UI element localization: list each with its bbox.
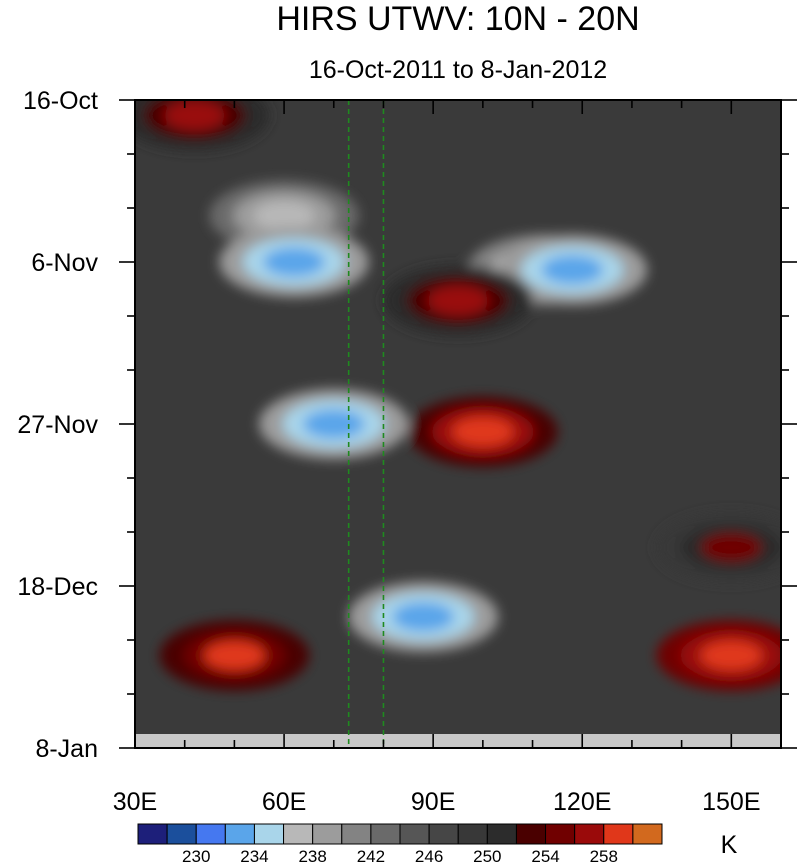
x-tick-label: 90E — [411, 788, 455, 816]
heatmap-region — [452, 417, 514, 447]
colorbar-swatch — [486, 823, 517, 845]
colorbar-swatch — [574, 823, 605, 845]
colorbar-swatch — [224, 823, 255, 845]
colorbar-label: 246 — [415, 847, 443, 863]
colorbar-swatch — [137, 823, 168, 845]
heatmap-region — [700, 641, 762, 670]
colorbar-swatch — [399, 823, 430, 845]
colorbar-swatch — [166, 823, 197, 845]
colorbar-label: 238 — [298, 847, 326, 863]
colorbar-swatch — [370, 823, 401, 845]
heatmap-region — [203, 641, 265, 670]
chart-subtitle: 16-Oct-2011 to 8-Jan-2012 — [309, 56, 607, 84]
colorbar-swatch — [603, 823, 634, 845]
heatmap-region — [253, 201, 315, 231]
heatmap-region — [700, 533, 762, 562]
x-tick-label: 120E — [553, 788, 611, 816]
x-tick-label: 30E — [113, 788, 157, 816]
colorbar-unit: K — [721, 831, 738, 859]
heatmap-region — [303, 409, 365, 439]
y-tick-label: 8-Jan — [35, 735, 98, 763]
colorbar-swatch — [457, 823, 488, 845]
colorbar-swatch — [341, 823, 372, 845]
heatmap-region — [392, 602, 454, 632]
heatmap-region — [164, 101, 226, 130]
heatmap-region — [427, 286, 489, 315]
colorbar-swatch — [632, 823, 663, 845]
colorbar-label: 254 — [531, 847, 559, 863]
colorbar-swatch — [545, 823, 576, 845]
colorbar-label: 242 — [357, 847, 385, 863]
colorbar-swatch — [312, 823, 343, 845]
colorbar: 230 234 238 242 246 250 254 258 — [137, 823, 663, 863]
x-tick-label: 60E — [262, 788, 306, 816]
y-tick-label: 6-Nov — [31, 249, 98, 277]
colorbar-swatch — [428, 823, 459, 845]
y-axis: 16-Oct 6-Nov 27-Nov 18-Dec 8-Jan — [17, 87, 797, 763]
y-tick-label: 16-Oct — [23, 87, 98, 115]
colorbar-label: 258 — [590, 847, 618, 863]
colorbar-label: 230 — [182, 847, 210, 863]
colorbar-swatch — [515, 823, 547, 845]
colorbar-label: 250 — [473, 847, 501, 863]
colorbar-swatch — [283, 823, 314, 845]
heatmap-region — [263, 247, 325, 277]
missing-data-band — [135, 734, 781, 748]
y-tick-label: 18-Dec — [17, 573, 98, 601]
heatmap-field — [135, 100, 781, 748]
chart-title: HIRS UTWV: 10N - 20N — [276, 0, 639, 38]
contour-regions — [135, 100, 781, 691]
colorbar-swatch — [195, 823, 226, 845]
y-tick-label: 27-Nov — [17, 411, 98, 439]
colorbar-label: 234 — [240, 847, 268, 863]
reference-lines — [347, 100, 385, 748]
x-tick-label: 150E — [702, 788, 760, 816]
heatmap-region — [541, 255, 603, 285]
colorbar-swatch — [253, 823, 285, 845]
x-axis: 30E 60E 90E 120E 150E — [113, 100, 782, 816]
